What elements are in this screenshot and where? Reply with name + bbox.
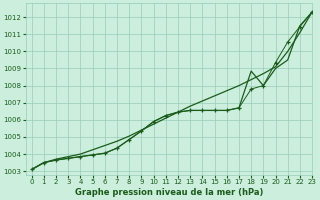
X-axis label: Graphe pression niveau de la mer (hPa): Graphe pression niveau de la mer (hPa) <box>75 188 263 197</box>
